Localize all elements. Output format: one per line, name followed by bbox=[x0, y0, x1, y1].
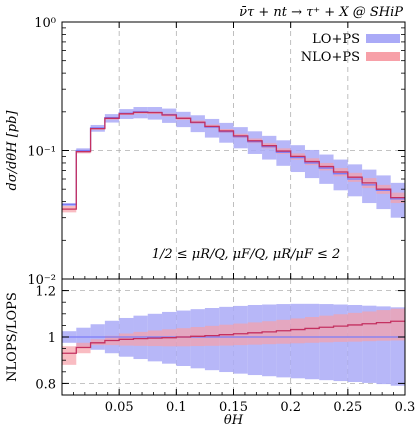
ratio-band-nlo bbox=[262, 321, 277, 345]
main-y-tick-label: 10⁻¹ bbox=[27, 145, 56, 160]
ratio-y-tick-label: 1.2 bbox=[35, 285, 56, 300]
ratio-band-nlo bbox=[62, 346, 77, 365]
ratio-x-tick-label: 0.2 bbox=[280, 400, 301, 415]
ratio-ticks: 0.8 1 1.2 0.05 0.1 0.15 0.2 0.25 0.3 bbox=[35, 285, 415, 415]
ratio-band-nlo bbox=[247, 322, 263, 345]
ratio-panel: 0.811.20.05 0.1 0.15 0.2 0.25 0.3 NLOPS/LOPS … bbox=[5, 278, 415, 428]
x-axis-label: θH bbox=[224, 413, 244, 428]
main-y-axis-label: dσ/dθH [pb] bbox=[5, 110, 20, 191]
ratio-y-axis-label: NLOPS/LOPS bbox=[5, 292, 20, 382]
chart-title: ν̄τ + nt → τ⁺ + X @ SHiP bbox=[239, 5, 403, 20]
main-band-lo bbox=[204, 118, 220, 138]
ratio-x-tick-label: 0.15 bbox=[219, 400, 248, 415]
main-y-tick-label: 10⁻² bbox=[27, 273, 56, 288]
legend: LO+PS NLO+PS bbox=[301, 32, 400, 65]
ratio-x-tick-label: 0.25 bbox=[333, 400, 362, 415]
ratio-lines bbox=[62, 320, 405, 354]
ratio-band-nlo bbox=[362, 311, 377, 342]
ratio-x-tick-label: 0.05 bbox=[105, 400, 134, 415]
ratio-band-nlo bbox=[376, 310, 391, 341]
ratio-bands bbox=[62, 303, 405, 386]
ratio-y-tick-label: 1 bbox=[48, 331, 56, 346]
scale-variation-annotation: 1/2 ≤ μR/Q, μF/Q, μR/μF ≤ 2 bbox=[152, 247, 341, 262]
legend-swatch-lo-ps bbox=[366, 34, 400, 43]
main-y-tick-label: 10⁰ bbox=[34, 16, 56, 31]
main-bands bbox=[62, 107, 405, 218]
main-panel: 10⁻² 10⁻¹ 10⁰ ν̄τ + nt → τ⁺ + X @ SHiP dσ/… bbox=[5, 5, 406, 288]
ratio-line-nlo bbox=[62, 320, 405, 354]
ratio-x-tick-label: 0.1 bbox=[166, 400, 187, 415]
main-line-nlo bbox=[62, 111, 405, 210]
legend-swatch-nlo-ps bbox=[366, 52, 400, 61]
ratio-x-tick-label: 0.3 bbox=[395, 400, 415, 415]
ratio-band-nlo bbox=[304, 317, 320, 343]
ratio-band-nlo bbox=[276, 319, 291, 344]
ratio-band-nlo bbox=[390, 308, 405, 341]
ratio-band-nlo bbox=[347, 312, 363, 342]
main-lines bbox=[62, 111, 405, 210]
legend-label-nlo-ps: NLO+PS bbox=[301, 50, 360, 65]
ratio-band-nlo bbox=[290, 318, 305, 344]
ratio-band-nlo bbox=[333, 314, 348, 342]
ratio-band-nlo bbox=[319, 315, 334, 343]
ratio-y-tick-label: 0.8 bbox=[35, 377, 56, 392]
legend-label-lo-ps: LO+PS bbox=[312, 32, 360, 47]
